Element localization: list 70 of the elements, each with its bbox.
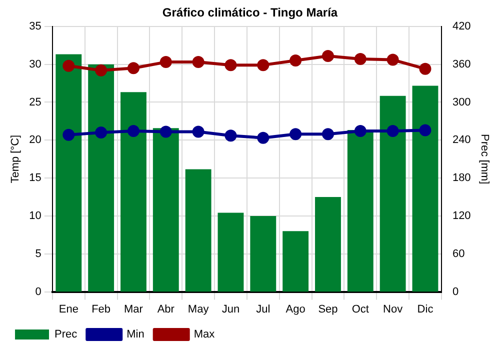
bar (152, 128, 179, 292)
point (419, 124, 432, 136)
point (354, 53, 366, 66)
bar (218, 212, 244, 292)
point (386, 54, 399, 66)
point (95, 126, 108, 139)
x-tick-label: Mar (124, 303, 144, 316)
y-tick-label: 0 (35, 286, 42, 298)
point (95, 64, 108, 76)
point (386, 125, 399, 138)
point (62, 128, 75, 141)
y-tick-label: 5 (35, 248, 42, 260)
point (290, 128, 302, 140)
x-tick-label: Dic (417, 303, 434, 316)
y2-tick-label: 60 (452, 248, 465, 260)
y2-axis-title: Prec [mm] (478, 134, 490, 184)
point (290, 54, 302, 67)
point (127, 62, 140, 74)
y2-tick-label: 420 (452, 20, 471, 32)
point (160, 56, 172, 68)
point (192, 56, 204, 68)
point (354, 125, 366, 138)
bar (282, 231, 309, 292)
y-axis-title: Temp [°C] (10, 134, 22, 184)
point (257, 59, 270, 72)
y-tick-label: 35 (29, 20, 42, 32)
bar (347, 130, 374, 292)
y2-tick-label: 240 (452, 134, 471, 146)
x-tick-label: Jun (222, 303, 240, 316)
x-tick-label: May (188, 303, 210, 316)
x-tick-label: Sep (318, 303, 338, 316)
point (419, 62, 432, 75)
point (224, 130, 237, 142)
bar (120, 92, 146, 292)
bar (380, 96, 406, 292)
x-tick-label: Abr (157, 303, 175, 316)
bar (315, 197, 341, 292)
point (322, 50, 334, 62)
y-tick-label: 25 (29, 96, 42, 108)
y2-tick-label: 360 (452, 58, 471, 70)
point (257, 132, 270, 144)
bar (412, 86, 438, 292)
legend-label: Max (194, 328, 216, 341)
bar (185, 169, 212, 292)
x-tick-label: Nov (383, 303, 404, 316)
bar (88, 64, 114, 292)
y2-tick-label: 180 (452, 172, 471, 184)
bar (250, 216, 276, 292)
x-tick-label: Feb (92, 303, 111, 316)
x-tick-label: Oct (352, 303, 369, 316)
x-tick-label: Ago (286, 303, 306, 316)
y-tick-label: 20 (29, 134, 42, 146)
y2-tick-label: 300 (452, 96, 471, 108)
chart-title: Gráfico climático - Tingo María (162, 6, 338, 20)
point (62, 60, 75, 72)
point (192, 126, 204, 138)
point (127, 125, 140, 138)
y-tick-label: 10 (29, 210, 42, 222)
x-tick-label: Jul (256, 303, 270, 316)
x-tick-label: Ene (58, 303, 78, 316)
y2-tick-label: 120 (452, 210, 471, 222)
y2-tick-label: 0 (452, 286, 459, 298)
point (322, 128, 334, 140)
bar (56, 54, 82, 292)
y-tick-label: 30 (29, 58, 42, 70)
legend-label: Prec (54, 328, 78, 341)
y-tick-label: 15 (29, 172, 42, 184)
point (224, 59, 237, 72)
point (160, 126, 172, 138)
legend-label: Min (126, 328, 144, 341)
